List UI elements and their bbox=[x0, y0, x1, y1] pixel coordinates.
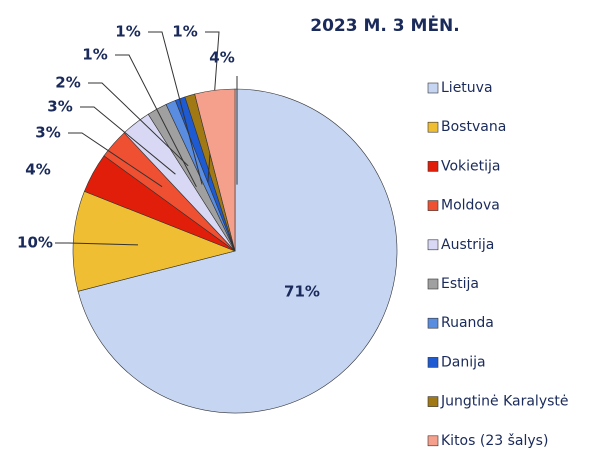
legend-label: Estija bbox=[441, 276, 479, 292]
data-label: 1% bbox=[115, 23, 140, 41]
legend-label: Vokietija bbox=[441, 158, 501, 174]
legend-swatch bbox=[427, 121, 439, 133]
data-label: 4% bbox=[209, 49, 234, 67]
legend-label: Lietuva bbox=[441, 80, 493, 96]
legend-swatch bbox=[427, 357, 439, 368]
legend-label: Austrija bbox=[441, 237, 494, 253]
leader-line bbox=[88, 82, 189, 167]
data-label: 2% bbox=[55, 74, 80, 92]
data-label: 1% bbox=[82, 46, 107, 64]
legend-label: Jungtinė Karalystė bbox=[440, 394, 569, 410]
leader-line bbox=[55, 242, 139, 246]
data-label: 10% bbox=[17, 234, 53, 252]
leader-line bbox=[80, 106, 176, 175]
legend-swatch bbox=[427, 239, 439, 251]
leader-line bbox=[68, 132, 163, 188]
data-label: 4% bbox=[25, 161, 50, 179]
legend-swatch bbox=[427, 82, 439, 94]
pie-slice bbox=[77, 88, 398, 414]
data-label: 3% bbox=[35, 124, 60, 142]
data-label: 3% bbox=[47, 98, 72, 116]
data-label: 71% bbox=[284, 283, 320, 301]
pie-slice bbox=[72, 190, 236, 292]
legend-label: Bostvana bbox=[441, 119, 506, 135]
legend-label: Danija bbox=[441, 354, 486, 370]
chart-title: 2023 M. 3 MĖN. bbox=[310, 14, 460, 36]
legend-label: Kitos (23 šalys) bbox=[441, 433, 548, 449]
legend-swatch bbox=[427, 200, 439, 211]
legend-label: Ruanda bbox=[441, 315, 494, 331]
pie-slice bbox=[194, 88, 236, 252]
leader-line bbox=[115, 54, 197, 188]
legend-swatch bbox=[427, 161, 439, 172]
legend-label: Moldova bbox=[441, 198, 500, 214]
data-label: 1% bbox=[172, 23, 197, 41]
legend-swatch bbox=[427, 278, 439, 290]
legend-swatch bbox=[427, 435, 439, 447]
legend-swatch bbox=[427, 317, 439, 329]
legend-swatch bbox=[427, 396, 439, 407]
leader-line bbox=[148, 31, 203, 185]
